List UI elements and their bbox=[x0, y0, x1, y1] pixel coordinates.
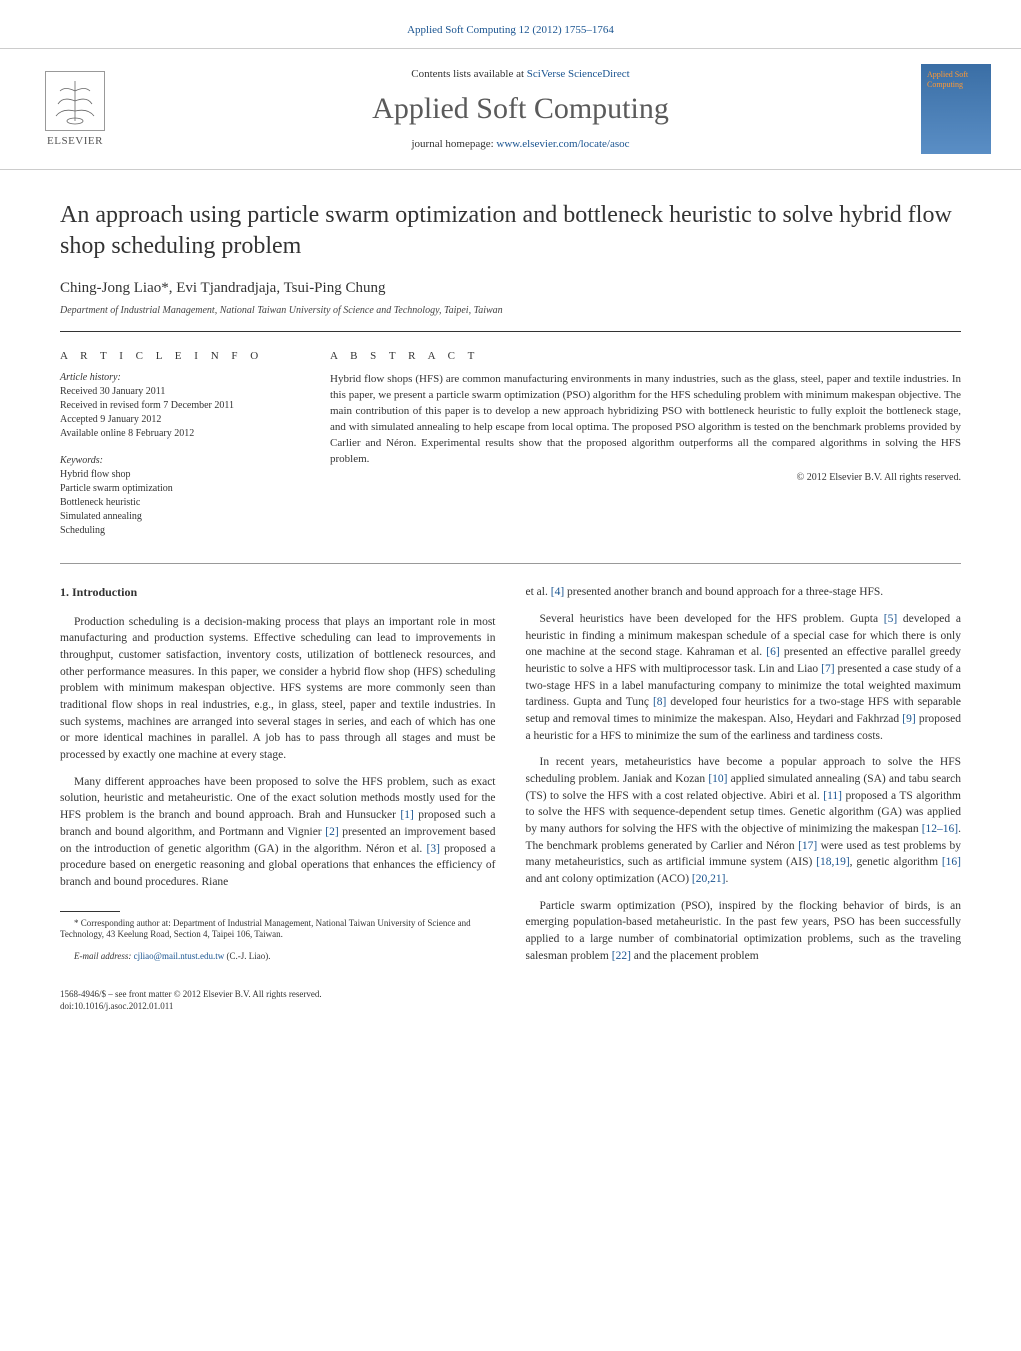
keyword: Particle swarm optimization bbox=[60, 482, 300, 496]
email-link[interactable]: cjliao@mail.ntust.edu.tw bbox=[134, 951, 225, 961]
citation-link[interactable]: [16] bbox=[942, 856, 961, 868]
paragraph: Production scheduling is a decision-maki… bbox=[60, 614, 496, 764]
footnote-divider bbox=[60, 911, 120, 912]
citation-link[interactable]: [20,21] bbox=[692, 873, 726, 885]
keyword: Hybrid flow shop bbox=[60, 468, 300, 482]
page-footer: 1568-4946/$ – see front matter © 2012 El… bbox=[0, 974, 1021, 1043]
page-header: Applied Soft Computing 12 (2012) 1755–17… bbox=[0, 0, 1021, 48]
history-label: Article history: bbox=[60, 372, 300, 383]
paragraph: Particle swarm optimization (PSO), inspi… bbox=[526, 898, 962, 965]
section-heading-intro: 1. Introduction bbox=[60, 584, 496, 601]
column-right: et al. [4] presented another branch and … bbox=[526, 584, 962, 974]
history-accepted: Accepted 9 January 2012 bbox=[60, 413, 300, 427]
abstract-block: A B S T R A C T Hybrid flow shops (HFS) … bbox=[330, 350, 961, 538]
journal-cover-thumbnail: Applied Soft Computing bbox=[921, 64, 991, 154]
authors: Ching-Jong Liao*, Evi Tjandradjaja, Tsui… bbox=[0, 272, 1021, 305]
citation-link[interactable]: [12–16] bbox=[922, 823, 958, 835]
citation-link[interactable]: [1] bbox=[400, 809, 413, 821]
masthead: ELSEVIER Contents lists available at Sci… bbox=[0, 48, 1021, 170]
masthead-center: Contents lists available at SciVerse Sci… bbox=[120, 68, 921, 150]
affiliation: Department of Industrial Management, Nat… bbox=[0, 305, 1021, 331]
publisher-logo: ELSEVIER bbox=[30, 64, 120, 154]
body-columns: 1. Introduction Production scheduling is… bbox=[0, 564, 1021, 974]
citation-link[interactable]: [9] bbox=[902, 713, 915, 725]
doi-line: doi:10.1016/j.asoc.2012.01.011 bbox=[60, 1001, 961, 1011]
journal-homepage-link[interactable]: www.elsevier.com/locate/asoc bbox=[496, 138, 629, 150]
copyright: © 2012 Elsevier B.V. All rights reserved… bbox=[330, 472, 961, 483]
paragraph: In recent years, metaheuristics have bec… bbox=[526, 754, 962, 887]
citation-link[interactable]: [7] bbox=[821, 663, 834, 675]
history-revised: Received in revised form 7 December 2011 bbox=[60, 399, 300, 413]
issn-line: 1568-4946/$ – see front matter © 2012 El… bbox=[60, 989, 961, 999]
citation-link[interactable]: [8] bbox=[653, 696, 666, 708]
keyword: Bottleneck heuristic bbox=[60, 496, 300, 510]
citation-link[interactable]: [11] bbox=[823, 790, 842, 802]
paragraph: et al. [4] presented another branch and … bbox=[526, 584, 962, 601]
keyword: Scheduling bbox=[60, 524, 300, 538]
citation-link[interactable]: [18,19] bbox=[816, 856, 850, 868]
email-footnote: E-mail address: cjliao@mail.ntust.edu.tw… bbox=[60, 951, 496, 963]
journal-reference: Applied Soft Computing 12 (2012) 1755–17… bbox=[407, 24, 614, 36]
article-info: A R T I C L E I N F O Article history: R… bbox=[60, 350, 300, 538]
citation-link[interactable]: [22] bbox=[612, 950, 631, 962]
article-title: An approach using particle swarm optimiz… bbox=[0, 170, 1021, 272]
journal-name: Applied Soft Computing bbox=[120, 92, 921, 126]
corresponding-author-footnote: * Corresponding author at: Department of… bbox=[60, 918, 496, 941]
info-abstract-row: A R T I C L E I N F O Article history: R… bbox=[0, 332, 1021, 538]
citation-link[interactable]: [6] bbox=[766, 646, 779, 658]
contents-line: Contents lists available at SciVerse Sci… bbox=[120, 68, 921, 80]
column-left: 1. Introduction Production scheduling is… bbox=[60, 584, 496, 974]
keywords-label: Keywords: bbox=[60, 455, 300, 466]
article-info-heading: A R T I C L E I N F O bbox=[60, 350, 300, 362]
citation-link[interactable]: [17] bbox=[798, 840, 817, 852]
publisher-name: ELSEVIER bbox=[47, 135, 103, 147]
citation-link[interactable]: [5] bbox=[884, 613, 897, 625]
history-online: Available online 8 February 2012 bbox=[60, 427, 300, 441]
citation-link[interactable]: [10] bbox=[708, 773, 727, 785]
paragraph: Several heuristics have been developed f… bbox=[526, 611, 962, 744]
sciencedirect-link[interactable]: SciVerse ScienceDirect bbox=[527, 68, 630, 80]
paragraph: Many different approaches have been prop… bbox=[60, 774, 496, 891]
citation-link[interactable]: [3] bbox=[426, 843, 439, 855]
keyword: Simulated annealing bbox=[60, 510, 300, 524]
homepage-line: journal homepage: www.elsevier.com/locat… bbox=[120, 138, 921, 150]
elsevier-tree-icon bbox=[45, 71, 105, 131]
history-received: Received 30 January 2011 bbox=[60, 385, 300, 399]
citation-link[interactable]: [4] bbox=[551, 586, 564, 598]
abstract-heading: A B S T R A C T bbox=[330, 350, 961, 362]
citation-link[interactable]: [2] bbox=[325, 826, 338, 838]
abstract-text: Hybrid flow shops (HFS) are common manuf… bbox=[330, 372, 961, 468]
